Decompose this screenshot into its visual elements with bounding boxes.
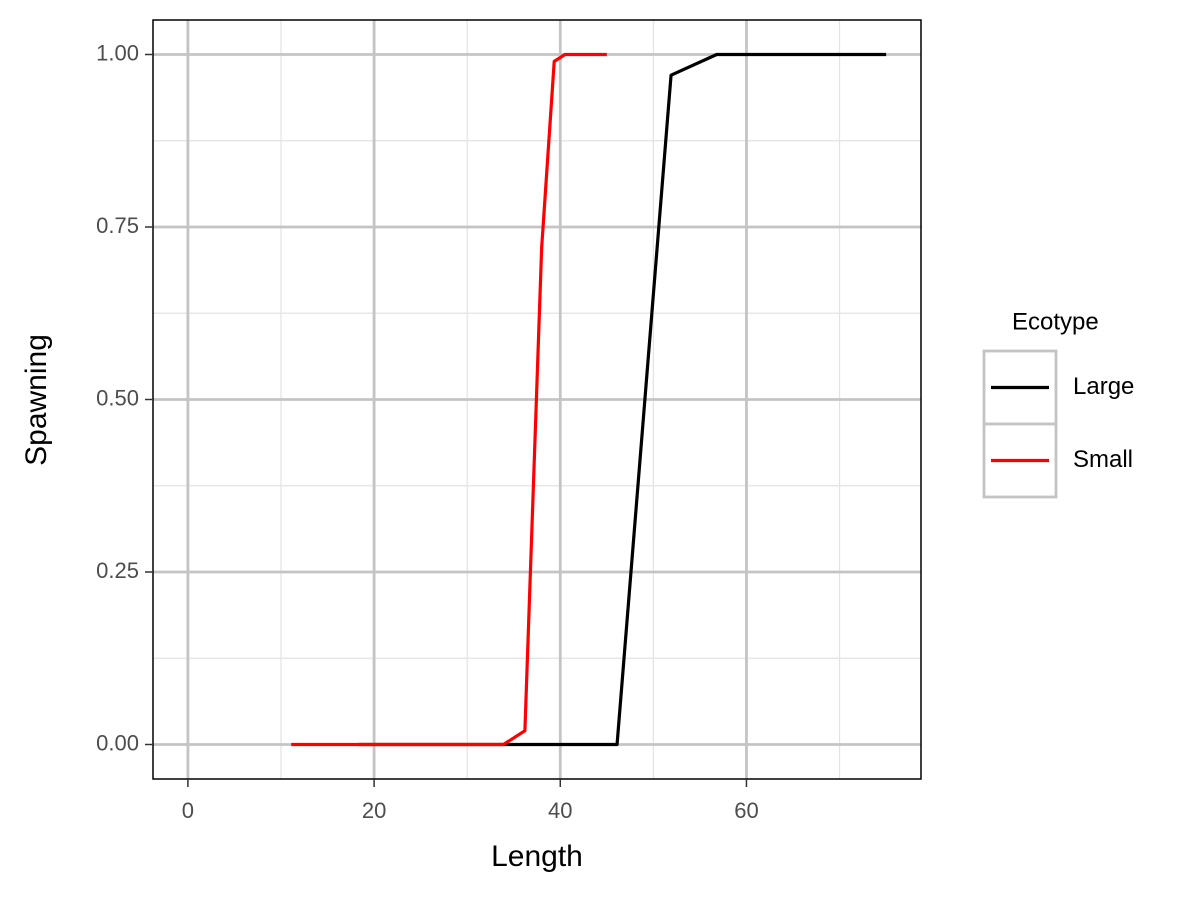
x-axis-title: Length (491, 840, 583, 873)
y-tick-label: 0.25 (96, 558, 139, 583)
legend-label: Small (1073, 446, 1133, 473)
x-tick-label: 20 (362, 798, 386, 823)
x-tick-label: 60 (734, 798, 758, 823)
legend: Large Small (982, 349, 1134, 499)
y-tick-label: 0.50 (96, 385, 139, 410)
x-tick-label: 0 (182, 798, 194, 823)
y-tick-label: 1.00 (96, 40, 139, 65)
legend-title: Ecotype (1012, 308, 1099, 335)
legend-label: Large (1073, 373, 1134, 400)
y-tick-label: 0.00 (96, 730, 139, 755)
y-tick-label: 0.75 (96, 213, 139, 238)
series-line (291, 52, 607, 747)
series-line (358, 52, 887, 747)
y-axis-title: Spawning (20, 334, 53, 466)
x-tick-label: 40 (548, 798, 572, 823)
lines (291, 52, 887, 747)
